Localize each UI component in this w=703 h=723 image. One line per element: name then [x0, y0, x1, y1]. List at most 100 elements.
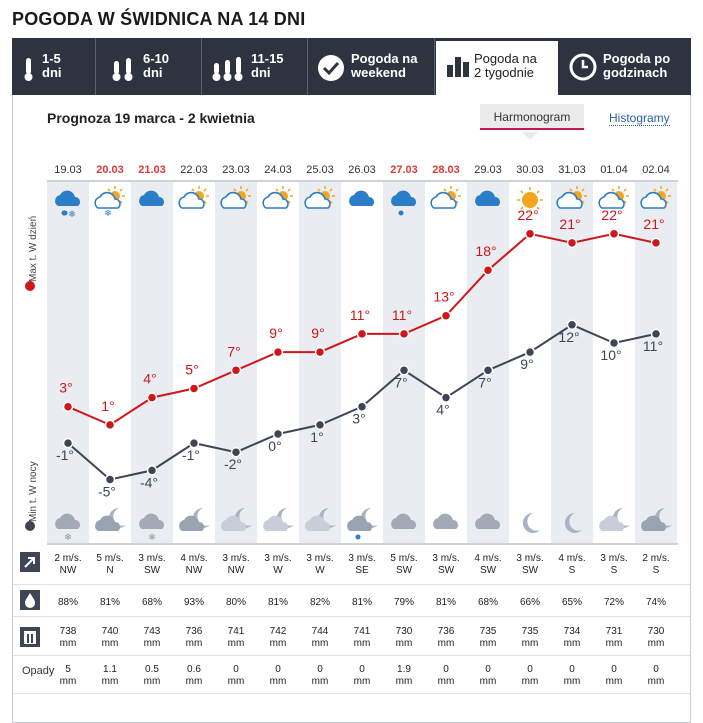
cloud-icon — [139, 190, 165, 206]
max-data-label: 21° — [559, 216, 580, 232]
precip-unit: mm — [185, 676, 203, 687]
precip-cell: 0 mm — [215, 664, 257, 688]
humidity-value: 74% — [645, 597, 666, 608]
humidity-cell: 68% — [131, 597, 173, 609]
cloud-icon — [221, 515, 247, 531]
day-date: 20.03 — [96, 164, 124, 176]
cloud-icon — [263, 515, 289, 531]
pressure-cell: 741 mm — [215, 626, 257, 650]
wind-speed: 3 m/s. — [348, 553, 376, 564]
wind-cell: 3 m/s. SW — [425, 553, 467, 577]
tab-3-line1: 11-15 — [251, 51, 284, 66]
pressure-value: 740 — [101, 626, 119, 637]
humidity-value: 82% — [309, 597, 330, 608]
precip-label: Opady — [22, 665, 55, 677]
wind-cell: 5 m/s. N — [89, 553, 131, 577]
day-date: 02.04 — [642, 164, 670, 176]
precip-value: 0.5 — [145, 664, 159, 675]
wind-speed: 3 m/s. — [600, 553, 628, 564]
wind-cell: 3 m/s. SW — [509, 553, 551, 577]
humidity-value: 81% — [351, 597, 372, 608]
day-date: 01.04 — [600, 164, 628, 176]
humidity-value: 81% — [267, 597, 288, 608]
humidity-cell: 81% — [425, 597, 467, 609]
wind-direction: NW — [59, 565, 77, 576]
histogramy-link[interactable]: Histogramy — [609, 111, 670, 126]
tab-2-weeks[interactable]: Pogoda na 2 tygodnie — [436, 38, 558, 95]
day-column-bg — [215, 180, 257, 545]
wind-direction: W — [315, 565, 325, 576]
wind-direction: NW — [185, 565, 203, 576]
moon-icon — [522, 512, 540, 533]
precip-value: 0 — [317, 664, 323, 675]
min-data-label: 10° — [600, 347, 621, 363]
humidity-value: 88% — [57, 597, 78, 608]
wind-speed: 2 m/s. — [642, 553, 670, 564]
day-date: 29.03 — [474, 164, 502, 176]
cloud-icon — [347, 515, 373, 531]
wind-direction: SW — [143, 565, 161, 576]
humidity-value: 79% — [393, 597, 414, 608]
wind-speed: 5 m/s. — [390, 553, 418, 564]
tab-2-line2: dni — [143, 65, 163, 80]
clock-icon — [569, 53, 597, 81]
precip-value: 0 — [653, 664, 659, 675]
temperature-chart: 3° 1° 4° 5° 7° 9° 9° 11° 11° 13° 18° 22° 21° 22° 21° -1… — [55, 186, 672, 542]
cloud-outline-icon — [220, 191, 247, 209]
wind-cell: 3 m/s. NW — [215, 553, 257, 577]
tab-6-line2: godzinach — [603, 65, 668, 80]
humidity-cell: 81% — [257, 597, 299, 609]
min-point — [314, 419, 326, 431]
wind-cell: 2 m/s. NW — [47, 553, 89, 577]
humidity-cell: 72% — [593, 597, 635, 609]
tab-6-line1: Pogoda po — [603, 51, 671, 66]
cloud-outline-icon — [430, 191, 457, 209]
precip-value: 1.1 — [103, 664, 117, 675]
pressure-unit: mm — [521, 638, 539, 649]
tab-weekend[interactable]: Pogoda na weekend — [309, 38, 435, 95]
humidity-cell: 66% — [509, 597, 551, 609]
precip-cell: 5 mm — [47, 664, 89, 688]
harmonogram-tab[interactable]: Harmonogram — [480, 104, 584, 130]
pressure-unit: mm — [311, 638, 329, 649]
precip-unit: mm — [563, 676, 581, 687]
min-point — [566, 319, 578, 331]
pressure-cell: 730 mm — [383, 626, 425, 650]
humidity-cell: 79% — [383, 597, 425, 609]
max-data-label: 9° — [311, 325, 324, 341]
precip-value: 0 — [485, 664, 491, 675]
cloud-icon — [475, 513, 501, 529]
min-data-label: 9° — [520, 356, 533, 372]
tab-hourly[interactable]: Pogoda po godzinach — [559, 38, 691, 95]
tab-6-10-days[interactable]: 6-10 dni — [97, 38, 202, 95]
rain-drop-icon — [355, 534, 361, 540]
precip-cell: 0 mm — [257, 664, 299, 688]
cloud-outline-icon — [178, 191, 205, 209]
cloud-icon — [139, 513, 165, 529]
max-point — [482, 264, 494, 276]
check-circle-icon — [318, 55, 344, 81]
precip-unit: mm — [479, 676, 497, 687]
precip-unit: mm — [353, 676, 371, 687]
cloud-icon — [433, 513, 459, 529]
pressure-value: 735 — [479, 626, 497, 637]
max-point — [146, 392, 158, 403]
moon-icon — [564, 512, 582, 533]
humidity-value: 68% — [141, 597, 162, 608]
min-legend-dot — [25, 521, 35, 531]
min-data-label: 12° — [558, 329, 579, 345]
precip-unit: mm — [59, 676, 77, 687]
humidity-value: 66% — [519, 597, 540, 608]
tab-1-line1: 1-5 — [42, 51, 61, 66]
pressure-value: 731 — [605, 626, 623, 637]
tab-11-15-days[interactable]: 11-15 dni — [203, 38, 308, 95]
tab-2-line1: 6-10 — [143, 51, 170, 66]
max-data-label: 13° — [433, 289, 454, 305]
tab-1-5-days[interactable]: 1-5 dni — [12, 38, 96, 95]
max-point — [440, 310, 452, 321]
wind-speed: 5 m/s. — [96, 553, 124, 564]
snow-icon: ❄ — [68, 209, 76, 219]
cloud-icon — [55, 513, 81, 529]
snow-icon: ❄ — [64, 532, 72, 542]
pressure-unit: mm — [437, 638, 455, 649]
